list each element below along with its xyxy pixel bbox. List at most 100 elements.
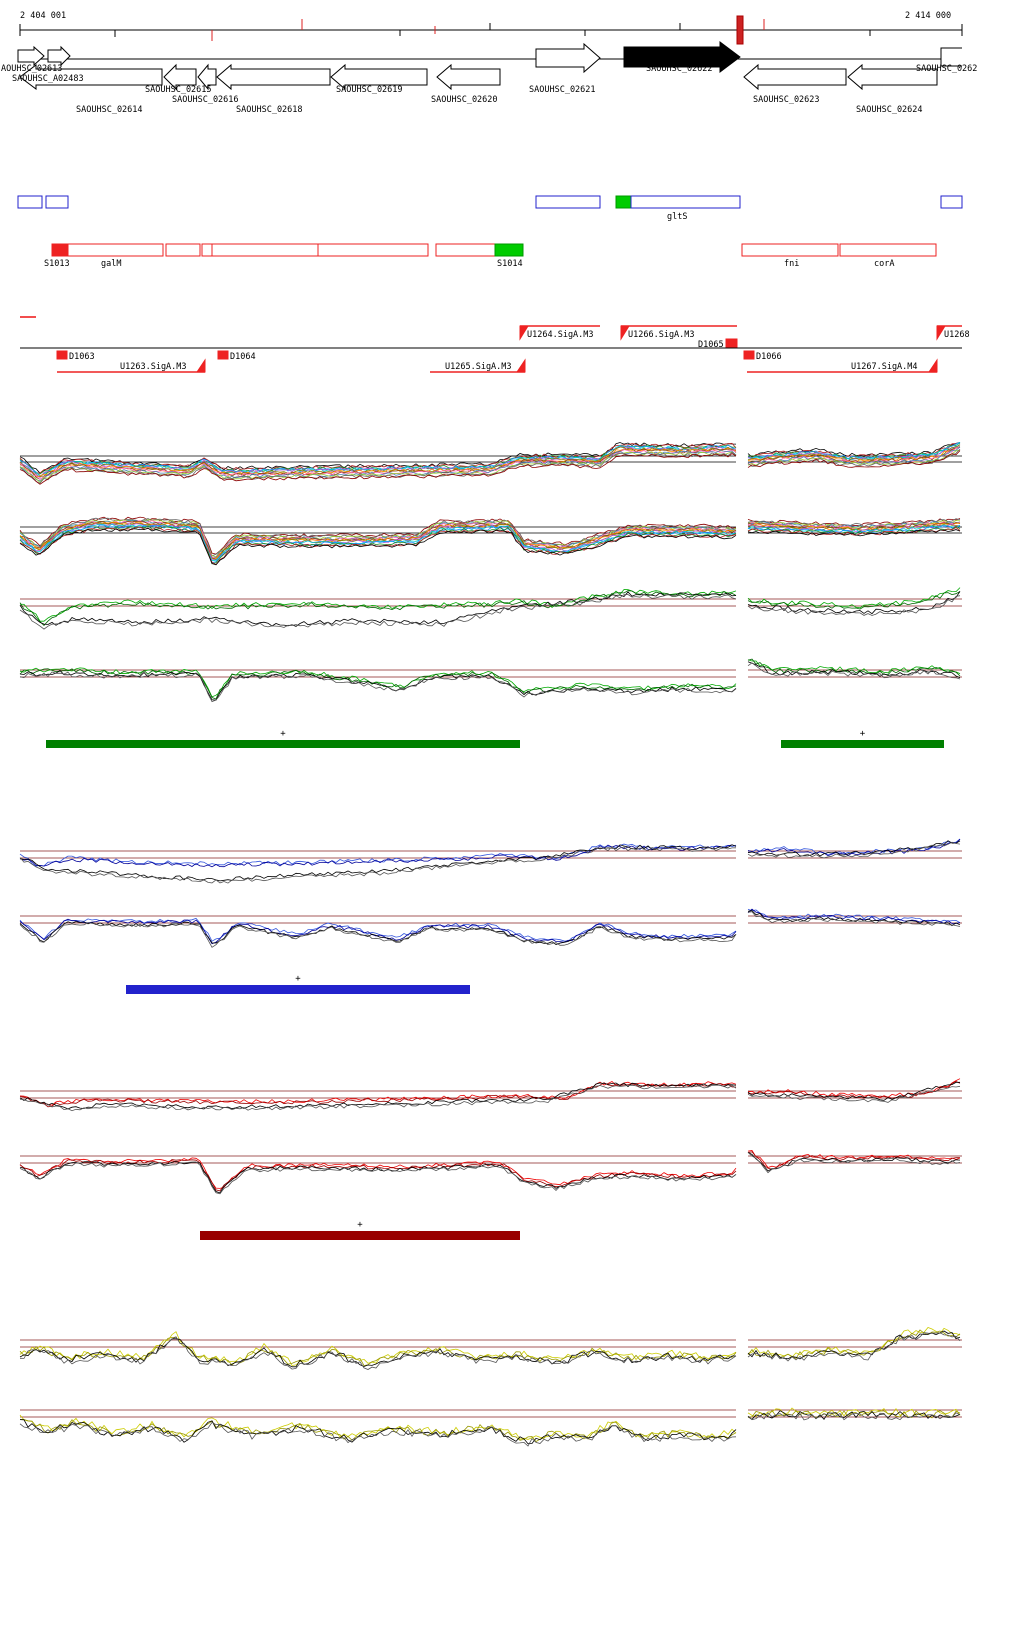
signal-trace xyxy=(19,1084,737,1112)
signal-trace xyxy=(747,1152,961,1174)
operon-label-d1066: D1066 xyxy=(756,352,782,362)
signal-trace xyxy=(747,839,961,857)
signal-trace xyxy=(19,1419,737,1443)
gene-arrow-saouhsc-02625-partial[interactable] xyxy=(940,47,962,67)
signal-trace xyxy=(747,521,961,529)
red-feature-box[interactable] xyxy=(201,243,213,257)
signal-trace xyxy=(19,921,737,945)
gene-arrow-saouhsc-a02483[interactable] xyxy=(47,45,71,67)
u1267-flag xyxy=(928,358,938,373)
signal-trace xyxy=(747,662,961,680)
glts-feature-box[interactable] xyxy=(630,195,741,209)
gene-arrow-saouhsc-02623[interactable] xyxy=(743,63,847,91)
blue-feature-box[interactable] xyxy=(535,195,601,209)
signal-trace xyxy=(747,1150,961,1168)
galm-feature-box[interactable] xyxy=(67,243,164,257)
gene-label: SAOUHSC_02620 xyxy=(431,95,498,105)
gene-label: SAOUHSC_A02483 xyxy=(12,74,84,84)
signal-trace xyxy=(19,523,737,561)
ruler: 2 404 001 2 414 000 xyxy=(19,11,963,45)
d1063-box[interactable] xyxy=(56,350,68,360)
signal-trace xyxy=(19,918,737,945)
feature-label-cora: corA xyxy=(874,259,894,269)
ruler-marker-red-block xyxy=(736,15,744,45)
signal-trace xyxy=(19,1159,737,1192)
u1266-flag xyxy=(620,325,630,341)
red-feature-track: S1013 galM S1014 fni corA xyxy=(44,243,937,269)
cora-feature-box[interactable] xyxy=(839,243,937,257)
feature-label-fni: fni xyxy=(784,259,799,269)
gene-label: SAOUHSC_02618 xyxy=(236,105,303,115)
signal-trace xyxy=(19,844,737,882)
gene-arrow-saouhsc-02624[interactable] xyxy=(847,63,938,91)
signal-trace xyxy=(747,527,961,536)
gene-arrow-saouhsc-02621[interactable] xyxy=(535,42,601,74)
operon-label-u1265: U1265.SigA.M3 xyxy=(445,362,512,372)
signal-trace xyxy=(747,1085,961,1103)
d1064-box[interactable] xyxy=(217,350,229,360)
gene-label: SAOUHSC_02621 xyxy=(529,85,596,95)
blue-feature-track: gltS xyxy=(17,195,963,222)
signal-trace xyxy=(19,442,737,474)
signal-trace xyxy=(19,1414,737,1440)
blue-feature-box[interactable] xyxy=(17,195,43,209)
gene-track: AOUHSC_02613 SAOUHSC_A02483 SAOUHSC_0261… xyxy=(1,41,977,115)
signal-trace xyxy=(19,451,737,484)
d1065-box[interactable] xyxy=(725,338,738,348)
blue-feature-box[interactable] xyxy=(45,195,69,209)
predicted-transcript-bar[interactable] xyxy=(781,740,944,748)
u1265-flag xyxy=(516,358,526,373)
predicted-transcript-bar[interactable] xyxy=(200,1231,520,1240)
predicted-transcript-bar[interactable] xyxy=(126,985,470,994)
signal-trace xyxy=(19,589,737,622)
glts-green-segment[interactable] xyxy=(615,195,632,209)
red-feature-box[interactable] xyxy=(211,243,319,257)
s1014-srna-box[interactable] xyxy=(494,243,524,257)
gene-arrow-saouhsc-02622[interactable] xyxy=(623,41,741,73)
blue-feature-box-partial[interactable] xyxy=(940,195,963,209)
signal-trace xyxy=(747,446,961,464)
red-feature-box[interactable] xyxy=(317,243,429,257)
gene-arrow-saouhsc-02614[interactable] xyxy=(19,64,163,90)
signal-trace xyxy=(747,523,961,532)
signal-trace xyxy=(19,1331,737,1366)
signal-trace xyxy=(747,841,961,859)
red-feature-box[interactable] xyxy=(435,243,496,257)
feature-label-glts: gltS xyxy=(667,212,687,222)
predicted-transcript-bar[interactable] xyxy=(46,740,520,748)
signal-trace xyxy=(747,908,961,924)
gene-arrow-saouhsc-02613[interactable] xyxy=(17,45,45,67)
strand-plus-label: + xyxy=(280,729,286,739)
signal-trace xyxy=(747,658,961,677)
red-feature-box[interactable] xyxy=(165,243,201,257)
signal-trace xyxy=(19,445,737,477)
fni-feature-box[interactable] xyxy=(741,243,839,257)
signal-trace xyxy=(19,671,737,703)
gene-arrow-saouhsc-02618[interactable] xyxy=(216,63,331,91)
signal-trace xyxy=(19,844,737,868)
signal-trace xyxy=(747,1327,961,1358)
signal-trace xyxy=(19,922,737,948)
signal-trace xyxy=(19,453,737,485)
gene-arrow-saouhsc-02615[interactable] xyxy=(163,63,197,91)
signal-trace xyxy=(19,1160,737,1194)
signal-trace xyxy=(19,1421,737,1447)
gene-arrow-saouhsc-02619[interactable] xyxy=(330,63,428,91)
s1013-srna-box[interactable] xyxy=(51,243,68,257)
signal-trace xyxy=(747,591,961,610)
gene-arrow-saouhsc-02620[interactable] xyxy=(436,63,501,91)
gene-label: SAOUHSC_02619 xyxy=(336,85,403,95)
strand-plus-label: + xyxy=(860,729,866,739)
strand-plus-label: + xyxy=(295,974,301,984)
signal-trace xyxy=(19,917,737,942)
d1066-box[interactable] xyxy=(743,350,755,360)
gene-arrow-saouhsc-02616[interactable] xyxy=(197,63,217,91)
signal-trace xyxy=(19,669,737,701)
signal-trace xyxy=(747,442,961,458)
transcript-bars-layer: + + + + xyxy=(46,729,944,1240)
signal-trace xyxy=(19,1081,737,1106)
signal-trace xyxy=(19,1338,736,1368)
signal-trace xyxy=(747,444,961,462)
